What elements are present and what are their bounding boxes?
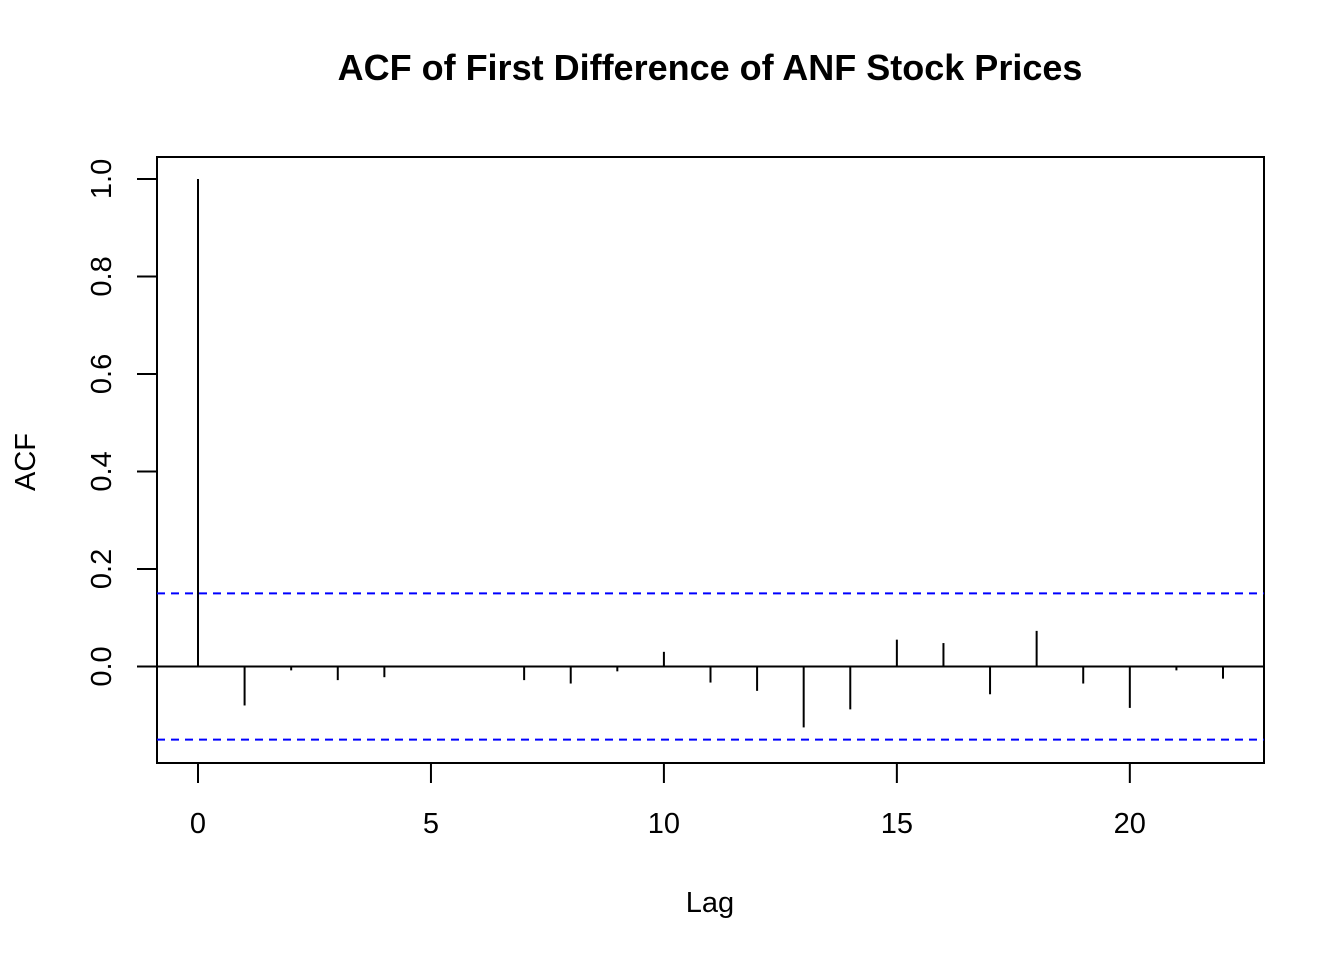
y-tick-label: 0.6 bbox=[86, 354, 118, 394]
y-tick-label: 1.0 bbox=[86, 159, 118, 199]
y-tick-label: 0.8 bbox=[86, 256, 118, 296]
y-axis-label: ACF bbox=[10, 433, 42, 491]
x-tick-label: 15 bbox=[881, 808, 913, 840]
y-tick-label: 0.4 bbox=[86, 451, 118, 491]
chart-marks: 0 5 10 15 20 0.0 0.2 0.4 0.6 0.8 1.0 bbox=[86, 159, 1264, 840]
x-tick-label: 0 bbox=[190, 808, 206, 840]
x-tick-label: 5 bbox=[423, 808, 439, 840]
x-axis-label: Lag bbox=[686, 887, 734, 919]
y-tick-label: 0.2 bbox=[86, 549, 118, 589]
plot-frame bbox=[156, 156, 1265, 764]
chart-title: ACF of First Difference of ANF Stock Pri… bbox=[338, 47, 1083, 88]
x-tick-label: 20 bbox=[1114, 808, 1146, 840]
y-tick-label: 0.0 bbox=[86, 646, 118, 686]
x-tick-label: 10 bbox=[648, 808, 680, 840]
